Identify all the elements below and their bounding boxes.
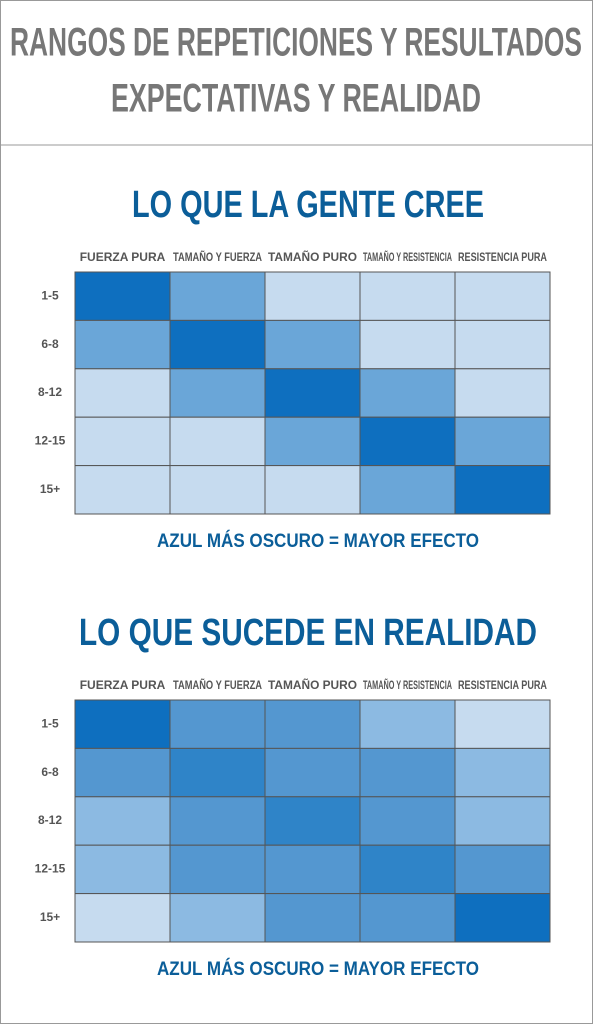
chart-title: LO QUE LA GENTE CREE — [132, 184, 484, 226]
heat-cell — [74, 319, 171, 370]
heat-cell — [454, 368, 551, 418]
row-label: 15+ — [40, 482, 60, 496]
heat-cell — [454, 319, 551, 370]
heat-cell — [169, 844, 266, 895]
row-label: 8-12 — [38, 385, 62, 399]
column-label: FUERZA PURA — [80, 678, 166, 692]
column-label: TAMAÑO PURO — [268, 677, 357, 692]
heat-cell — [454, 893, 551, 943]
heat-cell — [454, 844, 551, 895]
heat-cell — [74, 465, 171, 515]
heat-cell — [264, 893, 361, 943]
column-label: RESISTENCIA PURA — [458, 678, 547, 692]
column-label: TAMAÑO Y FUERZA — [173, 677, 262, 692]
heat-cell — [74, 416, 171, 467]
row-label: 12-15 — [35, 862, 66, 876]
column-label: RESISTENCIA PURA — [458, 250, 547, 264]
heat-cell — [264, 416, 361, 467]
heat-cell — [359, 893, 456, 943]
heat-cell — [264, 796, 361, 846]
heat-cell — [74, 368, 171, 418]
heat-cell — [264, 368, 361, 418]
heat-cell — [74, 271, 171, 321]
header-title: EXPECTATIVAS Y REALIDAD — [111, 77, 481, 121]
heat-cell — [359, 368, 456, 418]
chart-title: LO QUE SUCEDE EN REALIDAD — [79, 612, 537, 654]
heat-cell — [359, 747, 456, 798]
heat-cell — [169, 699, 266, 749]
heat-cell — [359, 796, 456, 846]
heat-cell — [359, 271, 456, 321]
row-label: 12-15 — [35, 434, 66, 448]
row-label: 6-8 — [41, 765, 59, 779]
heat-cell — [169, 465, 266, 515]
heat-cell — [169, 893, 266, 943]
heat-cell — [264, 465, 361, 515]
heat-cell — [74, 699, 171, 749]
heat-cell — [454, 416, 551, 467]
row-label: 1-5 — [41, 716, 59, 730]
heat-cell — [264, 844, 361, 895]
heat-cell — [74, 747, 171, 798]
heat-cell — [74, 796, 171, 846]
heat-cell — [359, 465, 456, 515]
heat-cell — [169, 796, 266, 846]
chart-note: AZUL MÁS OSCURO = MAYOR EFECTO — [157, 530, 479, 552]
chart-note: AZUL MÁS OSCURO = MAYOR EFECTO — [157, 958, 479, 980]
row-label: 1-5 — [41, 288, 59, 302]
heat-cell — [359, 416, 456, 467]
row-label: 15+ — [40, 910, 60, 924]
heat-cell — [454, 747, 551, 798]
heat-cell — [169, 416, 266, 467]
heat-cell — [264, 747, 361, 798]
heat-cell — [74, 844, 171, 895]
heat-cell — [169, 368, 266, 418]
heat-cell — [169, 271, 266, 321]
heat-cell — [454, 699, 551, 749]
heat-cell — [74, 893, 171, 943]
heat-cell — [454, 796, 551, 846]
header-title: RANGOS DE REPETICIONES Y RESULTADOS — [10, 21, 582, 65]
heat-cell — [169, 747, 266, 798]
heat-cell — [359, 844, 456, 895]
heat-cell — [454, 271, 551, 321]
heat-cell — [264, 319, 361, 370]
heat-cell — [454, 465, 551, 515]
heat-cell — [359, 699, 456, 749]
column-label: TAMAÑO Y RESISTENCIA — [363, 677, 452, 692]
heat-cell — [264, 699, 361, 749]
heat-cell — [359, 319, 456, 370]
column-label: FUERZA PURA — [80, 250, 166, 264]
heat-cell — [264, 271, 361, 321]
column-label: TAMAÑO Y FUERZA — [173, 249, 262, 264]
column-label: TAMAÑO PURO — [268, 249, 357, 264]
heat-cell — [169, 319, 266, 370]
row-label: 6-8 — [41, 337, 59, 351]
row-label: 8-12 — [38, 813, 62, 827]
column-label: TAMAÑO Y RESISTENCIA — [363, 249, 452, 264]
